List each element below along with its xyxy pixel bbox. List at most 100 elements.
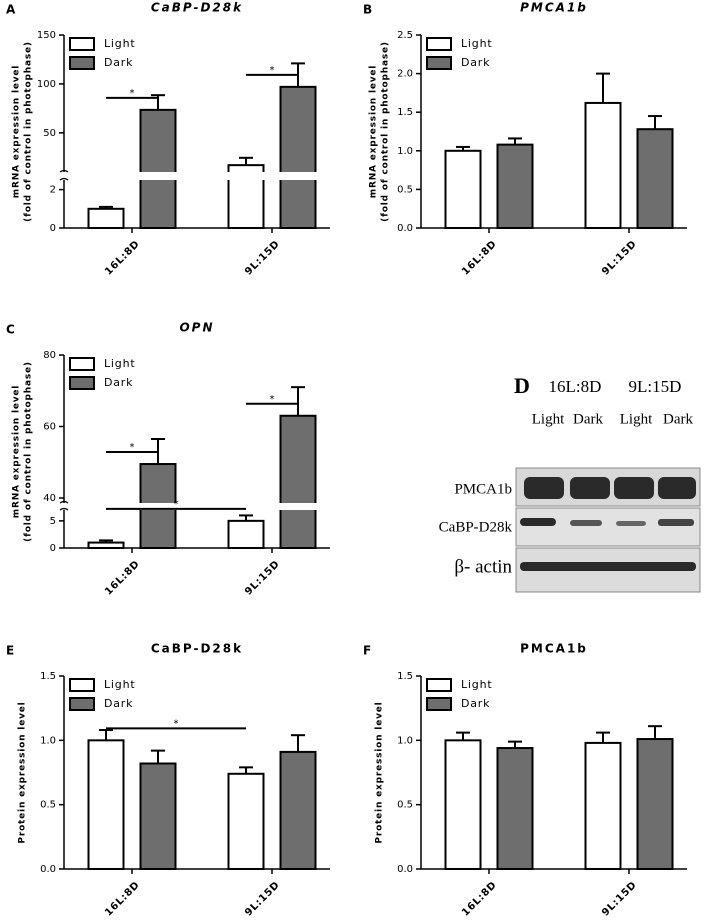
- row-label: β- actin: [454, 556, 512, 577]
- y-tick-label: 40: [43, 493, 56, 504]
- y-tick-label: 1.0: [397, 146, 413, 157]
- group-label: 16L:8D: [549, 377, 602, 396]
- legend-label: Dark: [461, 56, 490, 69]
- blot-panel: D 16L:8D 9L:15D Light Dark Light Dark PM…: [439, 373, 701, 593]
- legend-label: Light: [104, 357, 135, 370]
- y-tick-label: 0.0: [40, 864, 56, 875]
- y-tick-label: 1.5: [397, 671, 413, 682]
- y-tick-label: 50: [43, 128, 56, 139]
- bar: [636, 128, 674, 230]
- y-tick-label: 1.0: [397, 735, 413, 746]
- x-tick-label: 16L:8D: [103, 558, 142, 597]
- bar: [636, 738, 674, 871]
- y-tick-label: 0.5: [397, 800, 413, 811]
- panel-letter: D: [514, 373, 530, 398]
- y-axis-label: Protein expression level: [375, 701, 385, 843]
- legend-swatch: [69, 357, 95, 371]
- blot-strip: [515, 507, 701, 547]
- y-tick-label: 2: [50, 185, 56, 196]
- bar: [87, 739, 125, 870]
- chart-title: CaBP-D28k: [151, 642, 243, 656]
- significance-label: *: [270, 65, 275, 76]
- panel-letter: C: [6, 323, 15, 337]
- axis-break: [62, 503, 330, 510]
- y-tick-label: 2.5: [397, 30, 413, 41]
- y-axis-label: mRNA expression level: [369, 65, 379, 198]
- x-tick-label: 16L:8D: [103, 238, 142, 277]
- bar: [227, 519, 265, 549]
- panel-letter: B: [363, 3, 372, 17]
- lane-label: Dark: [663, 411, 693, 427]
- y-axis-label: (fold of control in photophase): [24, 41, 34, 222]
- panel: B PMCA1b mRNA expression level (fold of con…: [363, 1, 687, 278]
- x-tick-label: 9L:15D: [243, 879, 282, 916]
- bar: [444, 739, 482, 870]
- bar: [444, 149, 482, 229]
- y-axis-label: (fold of control in photophase): [24, 361, 34, 542]
- lane-label: Dark: [573, 411, 603, 427]
- y-tick-label: 100: [37, 79, 56, 90]
- y-tick-label: 2.0: [397, 69, 413, 80]
- bar: [584, 741, 622, 871]
- panel: F PMCA1b Protein expression level 0.0 0.5 1.0…: [363, 642, 687, 919]
- bar: [227, 772, 265, 871]
- panel: E CaBP-D28k Protein expression level 0.0 0.5…: [6, 642, 330, 919]
- x-tick-label: 16L:8D: [460, 879, 499, 916]
- legend-swatch: [426, 678, 452, 692]
- bar: [496, 143, 534, 229]
- y-tick-label: 0.0: [397, 223, 413, 234]
- significance-label: *: [130, 442, 135, 453]
- break-mark: [59, 500, 69, 511]
- y-axis-label: Protein expression level: [18, 701, 28, 843]
- x-tick-label: 9L:15D: [243, 238, 282, 277]
- y-tick-label: 0.5: [40, 800, 56, 811]
- row-label: PMCA1b: [454, 481, 512, 497]
- legend-label: Light: [461, 37, 492, 50]
- significance-label: *: [174, 718, 179, 729]
- bar: [87, 207, 125, 230]
- significance-label: *: [130, 88, 135, 99]
- y-tick-label: 0: [50, 543, 56, 554]
- bar: [279, 750, 317, 870]
- legend-label: Dark: [104, 56, 133, 69]
- bar: [496, 747, 534, 871]
- chart-title: PMCA1b: [520, 1, 588, 15]
- y-tick-label: 0.0: [397, 864, 413, 875]
- x-tick-label: 9L:15D: [600, 879, 639, 916]
- group-label: 9L:15D: [629, 377, 682, 396]
- lane-label: Light: [620, 411, 653, 427]
- x-tick-label: 9L:15D: [243, 558, 282, 597]
- y-axis-label: mRNA expression level: [12, 385, 22, 518]
- panel-letter: E: [6, 644, 14, 658]
- break-mark: [59, 169, 69, 181]
- y-axis-label: (fold of control in photophase): [381, 41, 391, 222]
- significance-label: *: [270, 394, 275, 405]
- legend-swatch: [69, 697, 95, 711]
- panel: C OPN mRNA expression level (fold of contro…: [6, 321, 330, 598]
- y-tick-label: 60: [43, 421, 56, 432]
- y-tick-label: 1.0: [40, 735, 56, 746]
- legend-swatch: [426, 697, 452, 711]
- panel-letter: F: [363, 644, 371, 658]
- legend-swatch: [69, 37, 95, 51]
- legend-swatch: [426, 56, 452, 70]
- x-tick-label: 9L:15D: [600, 238, 639, 277]
- lane-label: Light: [532, 411, 565, 427]
- legend-swatch: [69, 376, 95, 390]
- chart-title: PMCA1b: [520, 642, 588, 656]
- legend-label: Light: [104, 37, 135, 50]
- chart-title: CaBP-D28k: [151, 1, 243, 15]
- legend-label: Dark: [104, 697, 133, 710]
- x-tick-label: 16L:8D: [460, 238, 499, 277]
- bar: [279, 85, 317, 229]
- y-tick-label: 1.5: [40, 671, 56, 682]
- bar: [139, 762, 177, 871]
- panel-letter: A: [6, 3, 16, 17]
- y-tick-label: 1.5: [397, 107, 413, 118]
- x-tick-label: 16L:8D: [103, 879, 142, 916]
- bar: [139, 108, 177, 229]
- bar: [279, 414, 317, 549]
- y-tick-label: 0.5: [397, 184, 413, 195]
- chart-title: OPN: [179, 321, 214, 335]
